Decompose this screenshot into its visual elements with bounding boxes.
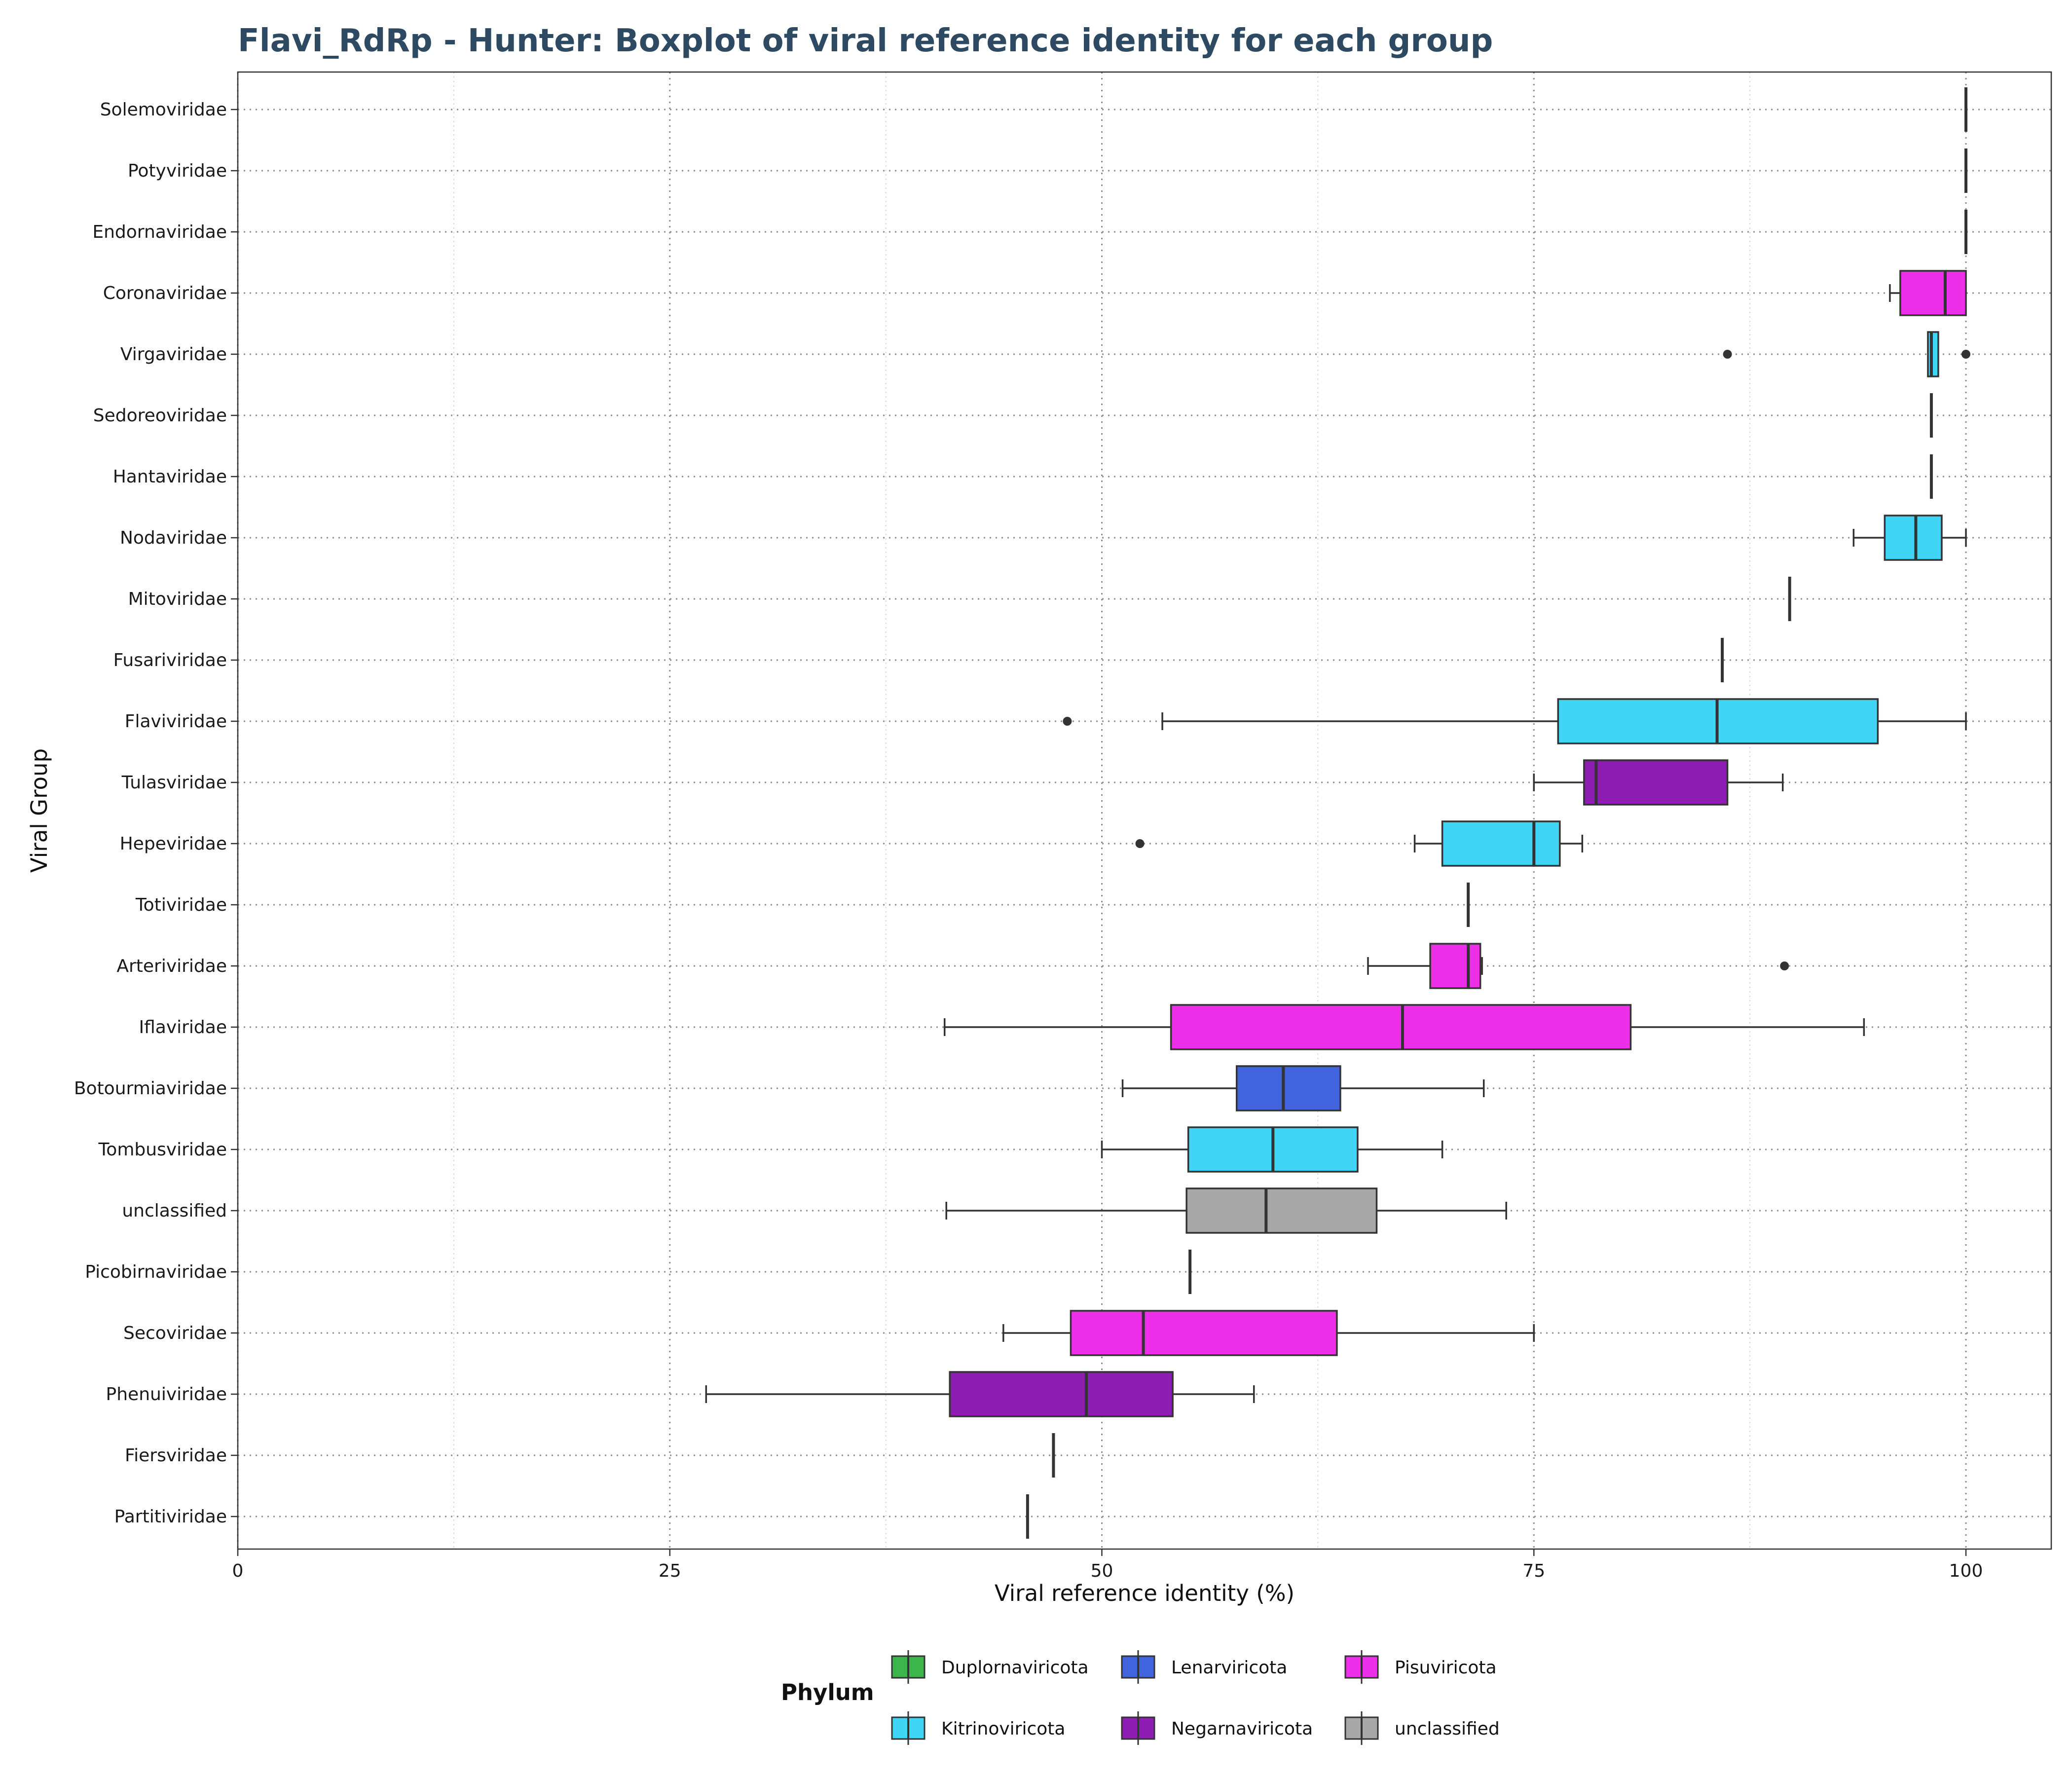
box-iqr [1927, 331, 1939, 377]
box-iqr [1170, 1004, 1632, 1050]
y-tick-label: unclassified [122, 1201, 227, 1221]
y-tick-label: Hantaviridae [113, 467, 227, 487]
y-tick-label: Partitiviridae [114, 1507, 227, 1527]
legend-label: Kitrinoviricota [941, 1719, 1065, 1739]
box-hepeviridae [1135, 820, 1584, 867]
x-tick-label: 50 [1091, 1561, 1113, 1581]
x-tick-label: 0 [232, 1561, 244, 1581]
legend-label: Duplornaviricota [941, 1658, 1089, 1678]
box-coronaviridae [1889, 270, 1967, 316]
box-tulasviridae [1533, 759, 1784, 806]
outlier-point [1063, 717, 1072, 726]
box-botourmiaviridae [1121, 1065, 1485, 1111]
y-tick-label: Totiviridae [135, 895, 227, 915]
legend-label: unclassified [1395, 1719, 1500, 1739]
legend-item-lenarviricota: Lenarviricota [1121, 1650, 1287, 1684]
box-iqr [1899, 270, 1967, 316]
chart-title: Flavi_RdRp - Hunter: Boxplot of viral re… [238, 23, 1493, 59]
outlier-point [1135, 839, 1145, 848]
legend-label: Negarnaviricota [1171, 1719, 1313, 1739]
y-tick-label: Phenuiviridae [106, 1384, 227, 1405]
outlier-point [1780, 962, 1789, 970]
box-iqr [1070, 1310, 1338, 1356]
y-tick-label: Potyviridae [128, 161, 227, 181]
y-tick-label: Botourmiaviridae [74, 1078, 227, 1099]
box-iqr [949, 1371, 1174, 1417]
x-tick-label: 75 [1522, 1561, 1545, 1581]
y-tick-label: Solemoviridae [100, 100, 227, 120]
legend-item-duplornaviricota: Duplornaviricota [891, 1650, 1089, 1684]
box-secoviridae [1002, 1310, 1535, 1356]
y-tick-label: Tombusviridae [98, 1140, 227, 1160]
y-tick-label: Secoviridae [123, 1323, 227, 1343]
box-iflaviridae [943, 1004, 1865, 1050]
y-tick-label: Iflaviridae [139, 1017, 227, 1037]
boxes-layer [705, 87, 1970, 1539]
y-tick-label: Endornaviridae [92, 222, 227, 242]
x-axis-title: Viral reference identity (%) [995, 1580, 1295, 1606]
box-iqr [1235, 1065, 1341, 1111]
axis-layer: 0 25 50 75 100 Solemoviridae Potyviridae Endorn… [74, 100, 1983, 1581]
box-iqr [1185, 1187, 1378, 1234]
legend: Phylum Duplornaviricota Lenarviricota Pisu… [781, 1650, 1500, 1745]
y-tick-label: Tulasviridae [121, 773, 227, 793]
box-iqr [1583, 759, 1729, 806]
y-tick-label: Coronaviridae [103, 283, 227, 303]
y-tick-label: Fusariviridae [113, 650, 227, 670]
y-tick-label: Virgaviridae [120, 344, 227, 365]
y-axis-title: Viral Group [26, 748, 52, 873]
legend-title: Phylum [781, 1679, 874, 1705]
box-virgaviridae [1723, 331, 1970, 377]
box-iqr [1429, 943, 1481, 989]
y-tick-label: Sedoreoviridae [93, 406, 227, 426]
x-tick-label: 100 [1949, 1561, 1983, 1581]
legend-label: Pisuviricota [1395, 1658, 1497, 1678]
outlier-point [1723, 350, 1732, 359]
y-tick-label: Picobirnaviridae [85, 1262, 227, 1282]
x-tick-label: 25 [659, 1561, 681, 1581]
outlier-point [1961, 350, 1970, 359]
legend-item-kitrinoviricota: Kitrinoviricota [891, 1711, 1065, 1745]
box-tombusviridae [1101, 1126, 1443, 1173]
box-iqr [1441, 820, 1561, 867]
legend-item-pisuviricota: Pisuviricota [1344, 1650, 1497, 1684]
box-arteriviridae [1367, 943, 1789, 989]
box-iqr [1884, 515, 1943, 561]
box-flaviviridae [1063, 698, 1967, 744]
y-tick-label: Hepeviridae [120, 834, 227, 854]
y-tick-label: Mitoviridae [128, 589, 227, 609]
y-tick-label: Flaviviridae [125, 711, 227, 732]
box-unclassified [945, 1187, 1507, 1234]
legend-item-unclassified: unclassified [1344, 1711, 1500, 1745]
y-tick-label: Nodaviridae [120, 528, 227, 548]
y-tick-label: Arteriviridae [116, 956, 227, 976]
plot-panel-border [237, 71, 2052, 1550]
y-tick-label: Fiersviridae [125, 1445, 227, 1466]
legend-label: Lenarviricota [1171, 1658, 1287, 1678]
legend-item-negarnaviricota: Negarnaviricota [1121, 1711, 1313, 1745]
box-nodaviridae [1852, 515, 1967, 561]
box-phenuiviridae [705, 1371, 1255, 1417]
